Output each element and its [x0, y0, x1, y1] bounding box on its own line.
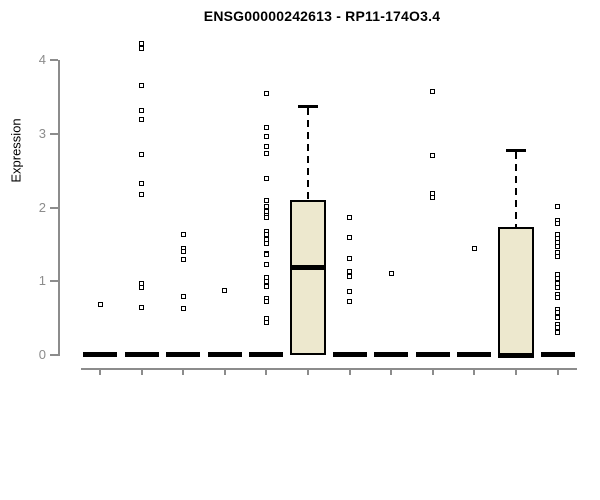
outlier-point [555, 325, 561, 331]
outlier-point [222, 287, 228, 293]
outlier-point [180, 256, 186, 262]
outlier-point [263, 203, 269, 209]
x-axis-tick [307, 368, 309, 375]
zero-boxplot-bar [249, 351, 284, 357]
outlier-point [555, 244, 561, 250]
y-axis-tick [50, 132, 58, 135]
x-axis-tick [431, 368, 434, 375]
y-axis-line [58, 60, 60, 356]
zero-boxplot-bar [540, 351, 575, 357]
whisker-line [515, 151, 517, 228]
outlier-point [347, 289, 353, 295]
zero-boxplot-bar [166, 351, 201, 357]
outlier-point [263, 125, 269, 131]
y-tick-label: 2 [38, 199, 46, 215]
whisker-cap [298, 105, 318, 109]
whisker-line [307, 108, 309, 201]
outlier-point [555, 294, 561, 300]
outlier-point [388, 271, 394, 277]
y-axis-tick [50, 206, 58, 209]
y-tick-label: 3 [38, 125, 46, 141]
x-axis-tick [348, 368, 351, 375]
outlier-point [263, 252, 269, 258]
x-axis-tick [473, 368, 476, 375]
outlier-point [430, 89, 436, 95]
x-axis-tick [556, 368, 559, 375]
outlier-point [139, 46, 145, 52]
outlier-point [180, 231, 186, 237]
zero-boxplot-bar [332, 351, 367, 357]
y-axis-tick [50, 280, 58, 283]
outlier-point [555, 275, 561, 281]
x-axis-tick [223, 368, 226, 375]
outlier-point [263, 151, 269, 157]
outlier-point [263, 134, 269, 140]
y-axis-label: Expression [8, 118, 24, 183]
outlier-point [347, 215, 353, 221]
outlier-point [555, 314, 561, 320]
y-axis-tick [50, 354, 58, 356]
median-line [498, 352, 534, 358]
outlier-point [555, 254, 561, 260]
outlier-point [263, 197, 269, 203]
outlier-point [430, 153, 436, 159]
outlier-point [263, 283, 269, 289]
outlier-point [180, 294, 186, 300]
x-axis-tick [140, 368, 143, 375]
y-tick-label: 4 [38, 52, 46, 67]
outlier-point [180, 306, 186, 312]
outlier-point [263, 143, 269, 149]
y-axis-tick [50, 59, 58, 61]
outlier-point [263, 320, 269, 326]
outlier-point [263, 241, 269, 247]
outlier-point [139, 41, 145, 47]
outlier-point [347, 273, 353, 279]
outlier-point [555, 330, 561, 336]
outlier-point [347, 299, 353, 305]
boxplot-box [290, 200, 326, 355]
zero-boxplot-bar [374, 351, 409, 357]
zero-boxplot-bar [124, 351, 159, 357]
outlier-point [263, 215, 269, 221]
outlier-point [263, 90, 269, 96]
outlier-point [555, 221, 561, 227]
median-line [290, 264, 326, 270]
boxplot-box [498, 227, 534, 355]
outlier-point [97, 301, 103, 307]
outlier-point [139, 284, 145, 290]
outlier-point [139, 180, 145, 186]
outlier-point [263, 299, 269, 305]
x-axis-tick [182, 368, 185, 375]
x-axis-tick [99, 368, 101, 375]
x-axis-tick [390, 368, 393, 375]
outlier-point [555, 284, 561, 290]
x-axis-tick [515, 368, 517, 375]
whisker-cap [506, 148, 526, 152]
zero-boxplot-bar [207, 351, 242, 357]
outlier-point [471, 246, 477, 252]
outlier-point [139, 191, 145, 197]
x-axis-line [81, 368, 577, 370]
x-axis-tick [265, 368, 268, 375]
outlier-point [139, 82, 145, 88]
outlier-point [139, 151, 145, 157]
zero-boxplot-bar [415, 351, 450, 357]
outlier-point [347, 255, 353, 261]
outlier-point [139, 117, 145, 123]
y-tick-label: 0 [38, 347, 46, 362]
outlier-point [139, 108, 145, 114]
zero-boxplot-bar [457, 351, 492, 357]
outlier-point [347, 234, 353, 240]
outlier-point [180, 248, 186, 254]
outlier-point [263, 261, 269, 267]
outlier-point [555, 204, 561, 210]
chart-title: ENSG00000242613 - RP11-174O3.4 [203, 8, 441, 24]
outlier-point [430, 195, 436, 201]
y-tick-label: 1 [38, 273, 46, 289]
outlier-point [139, 304, 145, 310]
outlier-point [263, 175, 269, 181]
zero-boxplot-bar [83, 351, 117, 357]
